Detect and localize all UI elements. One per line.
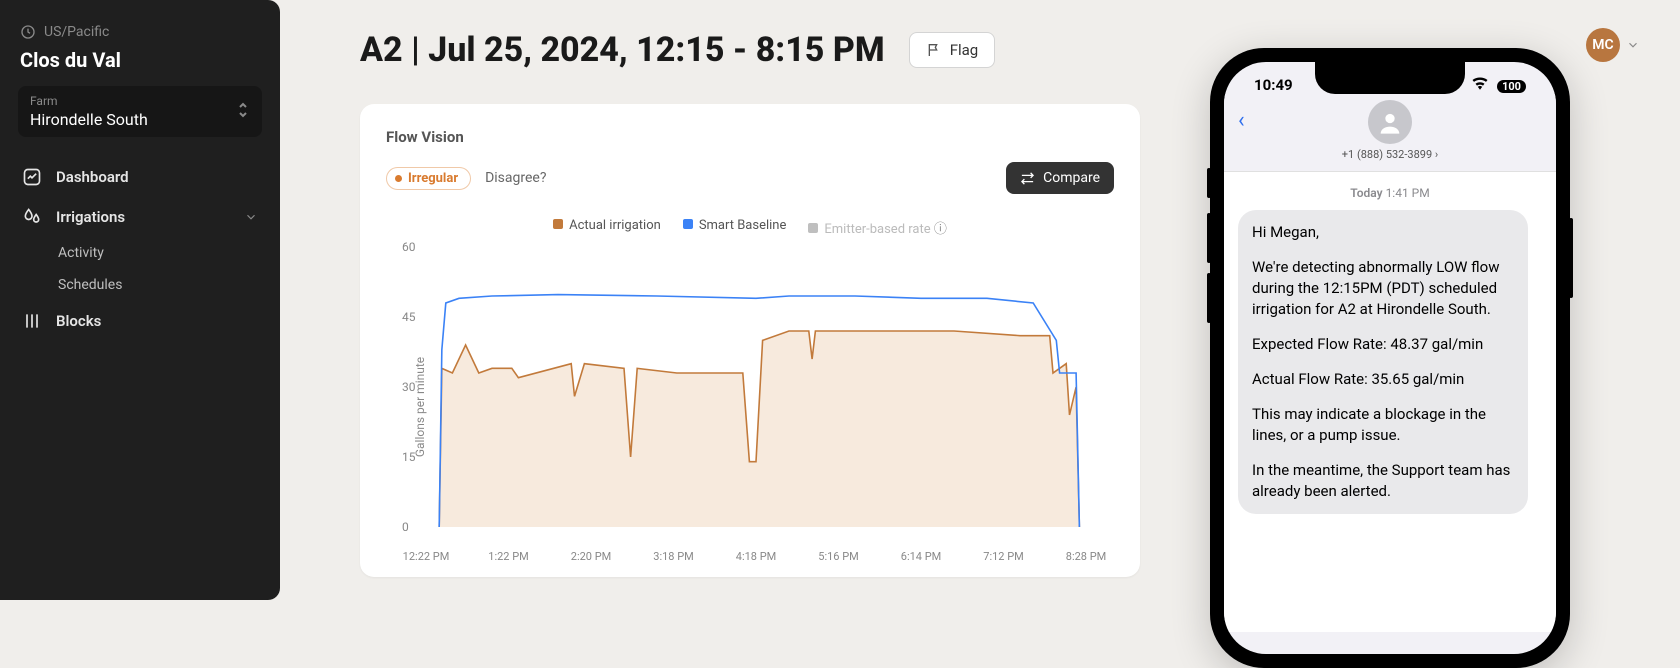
- message-body: Today 1:41 PM Hi Megan, We're detecting …: [1224, 172, 1556, 632]
- battery-pill: 100: [1497, 80, 1526, 93]
- nav-activity[interactable]: Activity: [8, 237, 272, 269]
- nav-irrigations-label: Irrigations: [56, 208, 125, 226]
- sms-line: Expected Flow Rate: 48.37 gal/min: [1252, 334, 1514, 355]
- sms-line: Actual Flow Rate: 35.65 gal/min: [1252, 369, 1514, 390]
- phone-mockup: 10:49 100 ‹ +1 (888) 532-3899 › Today 1:…: [1210, 48, 1570, 668]
- info-icon[interactable]: ⓘ: [934, 222, 947, 237]
- sms-line: This may indicate a blockage in the line…: [1252, 404, 1514, 446]
- phone-notch: [1315, 62, 1465, 94]
- nav-dashboard-label: Dashboard: [56, 168, 129, 186]
- chevron-down-icon: [1626, 38, 1640, 52]
- chart-legend: Actual irrigation Smart Baseline Emitter…: [386, 218, 1114, 237]
- compare-button[interactable]: Compare: [1006, 162, 1114, 194]
- phone-time: 10:49: [1254, 76, 1293, 94]
- legend-actual: Actual irrigation: [553, 218, 661, 237]
- farm-selector[interactable]: Farm Hirondelle South: [18, 86, 262, 137]
- sms-bubble: Hi Megan, We're detecting abnormally LOW…: [1238, 210, 1528, 514]
- droplet-icon: [22, 207, 42, 227]
- pill-label: Irregular: [408, 171, 458, 186]
- chart-svg: [426, 247, 1106, 551]
- flag-label: Flag: [950, 41, 979, 59]
- contact-number[interactable]: +1 (888) 532-3899 ›: [1224, 148, 1556, 161]
- flag-icon: [926, 42, 942, 58]
- dashboard-icon: [22, 167, 42, 187]
- avatar: MC: [1586, 28, 1620, 62]
- card-controls: Irregular Disagree? Compare: [386, 162, 1114, 194]
- legend-emitter: Emitter-based rate ⓘ: [808, 218, 947, 237]
- back-button[interactable]: ‹: [1238, 108, 1245, 133]
- legend-baseline: Smart Baseline: [683, 218, 787, 237]
- updown-icon: [236, 100, 250, 124]
- phone-power: [1569, 218, 1573, 298]
- nav: Dashboard Irrigations Activity Schedules…: [0, 157, 280, 341]
- phone-vol-up: [1207, 213, 1211, 263]
- timezone-text: US/Pacific: [44, 24, 109, 40]
- message-timestamp: Today 1:41 PM: [1238, 186, 1542, 200]
- irregular-pill: Irregular: [386, 167, 471, 190]
- nav-blocks-label: Blocks: [56, 312, 101, 330]
- sms-line: In the meantime, the Support team has al…: [1252, 460, 1514, 502]
- sms-line: Hi Megan,: [1252, 222, 1514, 243]
- nav-blocks[interactable]: Blocks: [8, 301, 272, 341]
- winery-name: Clos du Val: [0, 48, 280, 86]
- farm-label: Farm: [30, 94, 250, 108]
- card-title: Flow Vision: [386, 128, 1114, 146]
- timezone-row: US/Pacific: [0, 24, 280, 48]
- flow-vision-card: Flow Vision Irregular Disagree? Compare …: [360, 104, 1140, 577]
- chart: Gallons per minute 01530456012:22 PM1:22…: [386, 247, 1114, 567]
- flag-button[interactable]: Flag: [909, 32, 996, 68]
- nav-schedules[interactable]: Schedules: [8, 269, 272, 301]
- phone-mute-switch: [1207, 168, 1211, 198]
- nav-irrigations[interactable]: Irrigations: [8, 197, 272, 237]
- contact-avatar: [1368, 100, 1412, 144]
- disagree-link[interactable]: Disagree?: [485, 170, 546, 186]
- phone-status-icons: 100: [1471, 76, 1526, 94]
- farm-name: Hirondelle South: [30, 110, 250, 129]
- message-header: ‹ +1 (888) 532-3899 ›: [1224, 94, 1556, 172]
- sidebar: US/Pacific Clos du Val Farm Hirondelle S…: [0, 0, 280, 600]
- compare-label: Compare: [1043, 170, 1100, 186]
- phone-vol-down: [1207, 273, 1211, 323]
- page-title: A2 | Jul 25, 2024, 12:15 - 8:15 PM: [360, 30, 885, 70]
- user-menu[interactable]: MC: [1586, 28, 1640, 62]
- chevron-down-icon: [244, 210, 258, 224]
- sms-line: We're detecting abnormally LOW flow duri…: [1252, 257, 1514, 320]
- pill-dot: [395, 175, 402, 182]
- person-icon: [1376, 108, 1404, 136]
- wifi-icon: [1471, 76, 1489, 90]
- nav-dashboard[interactable]: Dashboard: [8, 157, 272, 197]
- blocks-icon: [22, 311, 42, 331]
- swap-icon: [1020, 171, 1035, 186]
- phone-screen: 10:49 100 ‹ +1 (888) 532-3899 › Today 1:…: [1224, 62, 1556, 654]
- clock-icon: [20, 24, 36, 40]
